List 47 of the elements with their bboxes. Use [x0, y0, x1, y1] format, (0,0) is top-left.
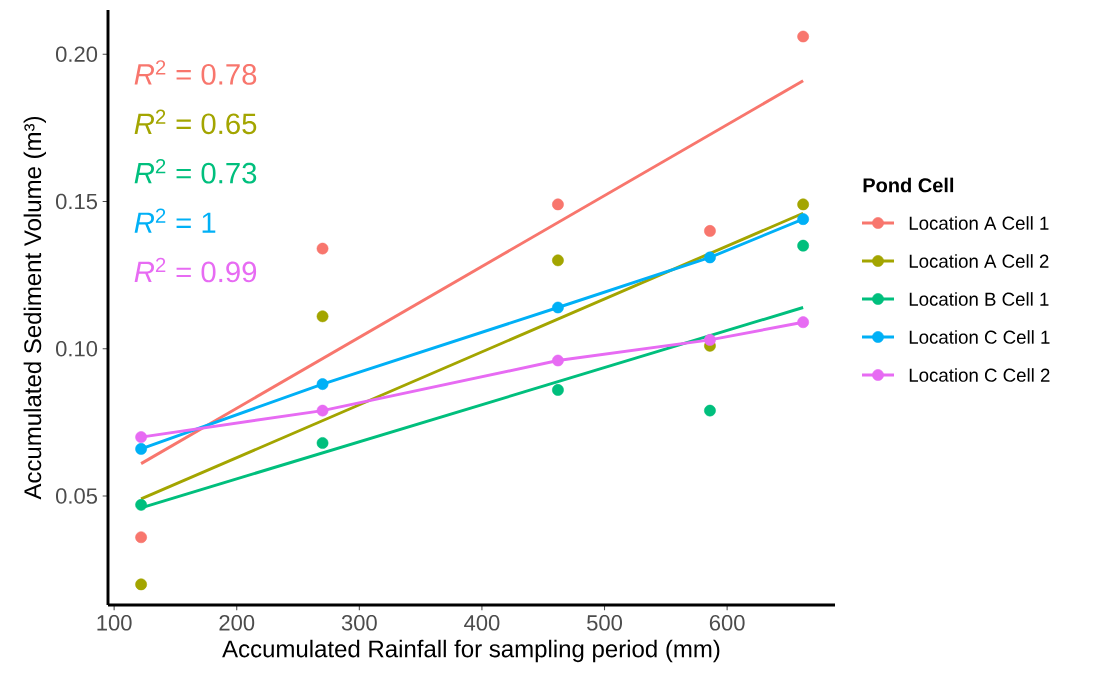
point — [797, 30, 809, 43]
annotation: R$^{2}$ = 0.99 — [134, 257, 257, 283]
legend-title: Pond Cell — [863, 177, 954, 193]
point — [704, 225, 716, 237]
x-tick-label: 400 — [464, 615, 500, 631]
point — [316, 242, 329, 255]
annotation: R$^{2}$ = 0.73 — [134, 158, 257, 184]
x-tick-label: 500 — [587, 615, 623, 631]
annotation: R$^{2}$ = 0.65 — [134, 109, 257, 135]
x-tick-label: 300 — [341, 615, 377, 631]
point — [135, 531, 147, 544]
legend-label: Location A Cell 2 — [909, 254, 1049, 268]
point — [552, 301, 564, 314]
legend-label: Location B Cell 1 — [909, 292, 1049, 306]
x-tick-label: 600 — [709, 615, 745, 631]
point — [797, 198, 809, 211]
point — [797, 316, 809, 329]
y-tick-label: 0.10 — [56, 340, 98, 357]
y-tick-label: 0.15 — [56, 193, 98, 210]
y-tick-label: 0.20 — [56, 46, 98, 62]
point — [704, 334, 716, 346]
x-axis-title: Accumulated Rainfall for sampling period (mm) — [222, 639, 720, 663]
point — [797, 239, 809, 252]
x-tick-label: 200 — [219, 615, 255, 631]
point — [135, 443, 147, 455]
point — [552, 354, 564, 367]
point — [704, 404, 716, 417]
point — [316, 404, 329, 417]
point — [797, 213, 809, 225]
legend-label: Location A Cell 1 — [909, 216, 1049, 230]
annotation: R$^{2}$ = 1 — [134, 208, 216, 233]
point — [552, 254, 564, 267]
point — [552, 384, 564, 396]
y-tick-label: 0.05 — [56, 488, 98, 504]
x-tick-label: 100 — [97, 615, 132, 631]
point — [316, 310, 329, 323]
point — [135, 431, 147, 443]
point — [135, 498, 147, 511]
y-axis-title: Accumulated Sediment Volume (m³) — [23, 116, 46, 500]
legend-label: Location C Cell 2 — [909, 368, 1050, 382]
point — [704, 251, 716, 264]
annotation: R$^{2}$ = 0.78 — [134, 60, 257, 85]
point — [316, 437, 329, 449]
point — [316, 378, 329, 390]
point — [552, 198, 564, 211]
legend-label: Location C Cell 1 — [909, 330, 1050, 344]
point — [135, 578, 147, 591]
